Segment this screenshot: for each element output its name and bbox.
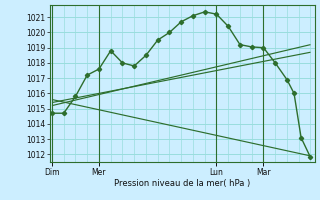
X-axis label: Pression niveau de la mer( hPa ): Pression niveau de la mer( hPa ) (114, 179, 251, 188)
